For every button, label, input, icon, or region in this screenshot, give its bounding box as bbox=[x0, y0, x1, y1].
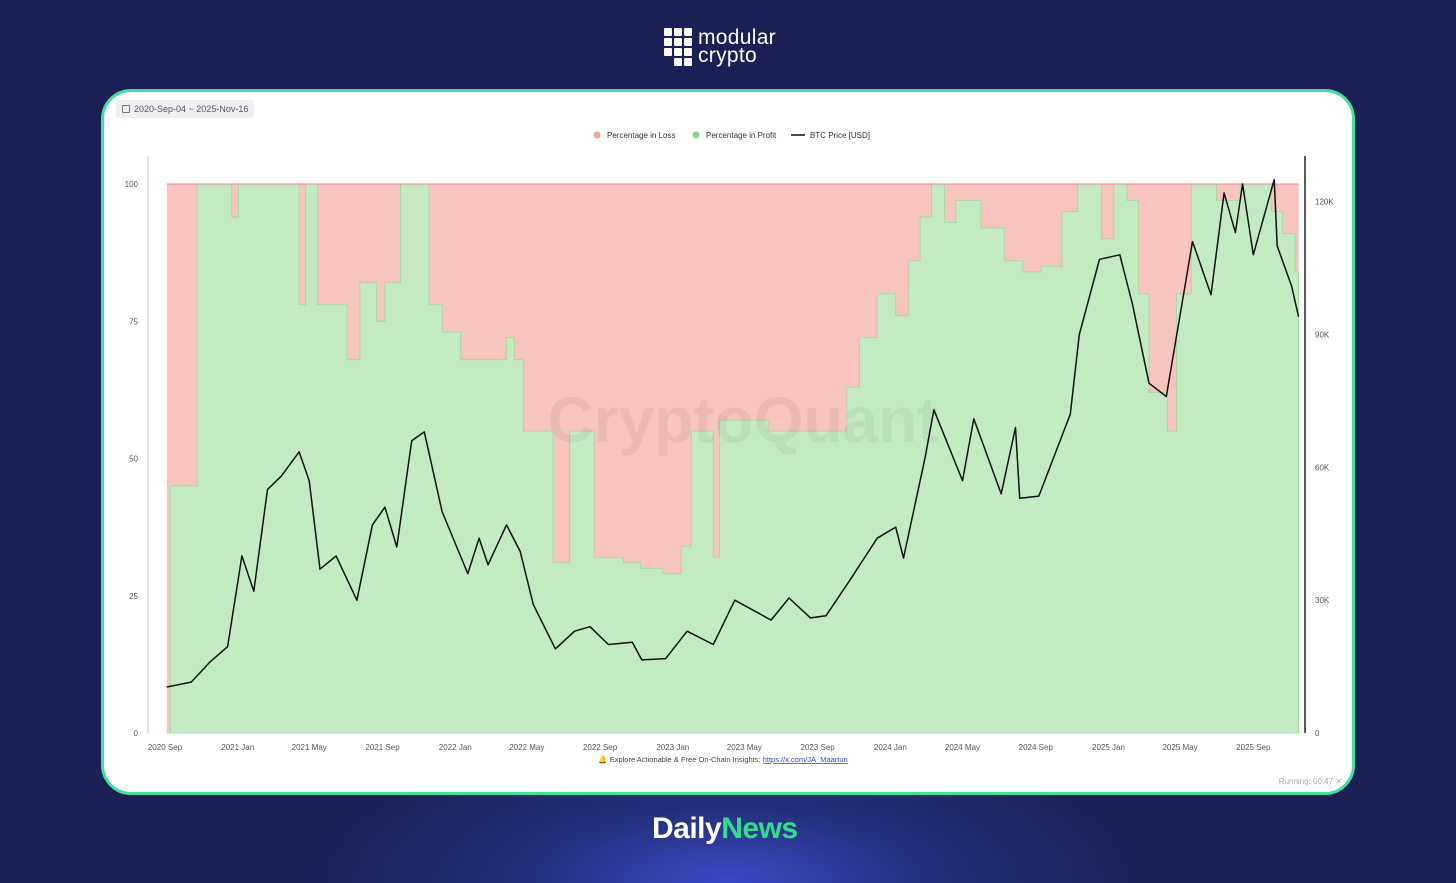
x-tick-label: 2024 Sep bbox=[1019, 743, 1054, 752]
footer-daily: Daily bbox=[652, 812, 722, 845]
x-tick-label: 2024 Jan bbox=[874, 743, 907, 752]
date-range-label: 2020-Sep-04 ~ 2025-Nov-16 bbox=[134, 104, 249, 114]
x-tick-label: 2024 May bbox=[945, 743, 980, 752]
running-status: Running: 00:47 ✕ bbox=[1279, 777, 1342, 786]
profit-area bbox=[166, 183, 1300, 734]
insights-note-text: 🔔 Explore Actionable & Free On-Chain Ins… bbox=[598, 755, 762, 764]
insights-note: 🔔 Explore Actionable & Free On-Chain Ins… bbox=[598, 755, 847, 764]
y-left-tick-label: 50 bbox=[129, 455, 138, 464]
x-tick-label: 2021 Sep bbox=[365, 743, 400, 752]
y-right-tick-label: 90K bbox=[1315, 331, 1330, 340]
x-tick-label: 2021 Jan bbox=[221, 743, 254, 752]
date-range-picker[interactable]: 2020-Sep-04 ~ 2025-Nov-16 bbox=[116, 100, 255, 118]
y-left-tick-label: 0 bbox=[134, 729, 139, 738]
btc-price-line bbox=[166, 178, 1300, 688]
x-tick-label: 2022 Jan bbox=[439, 743, 472, 752]
chart-svg: CryptoQuant 0 25 50 75 100 0 30K 60K 90K 120K 2020 … bbox=[125, 131, 1335, 764]
calendar-icon bbox=[122, 105, 130, 113]
y-left-tick-label: 100 bbox=[125, 180, 139, 189]
legend-loss-marker bbox=[593, 131, 601, 139]
x-tick-label: 2023 May bbox=[727, 743, 762, 752]
y-right-tick-label: 30K bbox=[1315, 596, 1330, 605]
x-tick-label: 2022 May bbox=[509, 743, 544, 752]
y-right-tick-label: 0 bbox=[1315, 729, 1320, 738]
running-label: Running: 00:47 bbox=[1278, 777, 1334, 786]
x-tick-label: 2022 Sep bbox=[583, 743, 618, 752]
legend-price-label: BTC Price [USD] bbox=[810, 131, 870, 140]
brand-mark-icon bbox=[664, 28, 692, 66]
brand-line-1: modular bbox=[698, 26, 776, 49]
footer-news: News bbox=[721, 812, 798, 845]
chart-card: CryptoQuant 0 25 50 75 100 0 30K 60K 90K 120K 2020 … bbox=[101, 89, 1355, 795]
brand-logo: modular crypto bbox=[664, 26, 776, 67]
insights-link[interactable]: https://x.com/JA_Maartun bbox=[763, 755, 848, 764]
x-tick-label: 2023 Jan bbox=[656, 743, 689, 752]
brand-line-2: crypto bbox=[698, 44, 757, 67]
y-left-tick-label: 75 bbox=[129, 317, 138, 326]
brand-name: modular crypto bbox=[698, 26, 776, 67]
x-tick-label: 2025 Sep bbox=[1236, 743, 1271, 752]
x-tick-label: 2025 May bbox=[1162, 743, 1197, 752]
legend-loss-label: Percentage in Loss bbox=[607, 131, 676, 140]
y-right-tick-label: 120K bbox=[1315, 198, 1334, 207]
y-right-tick-label: 60K bbox=[1315, 463, 1330, 472]
legend-profit-label: Percentage in Profit bbox=[706, 131, 777, 140]
legend-profit-marker bbox=[692, 131, 700, 139]
close-icon[interactable]: ✕ bbox=[1335, 777, 1342, 786]
footer-logo: DailyNews bbox=[652, 812, 798, 846]
watermark: CryptoQuant bbox=[547, 384, 938, 456]
x-tick-label: 2020 Sep bbox=[148, 743, 183, 752]
x-tick-label: 2023 Sep bbox=[801, 743, 836, 752]
x-tick-label: 2025 Jan bbox=[1092, 743, 1125, 752]
y-left-tick-label: 25 bbox=[129, 592, 138, 601]
x-tick-label: 2021 May bbox=[292, 743, 327, 752]
